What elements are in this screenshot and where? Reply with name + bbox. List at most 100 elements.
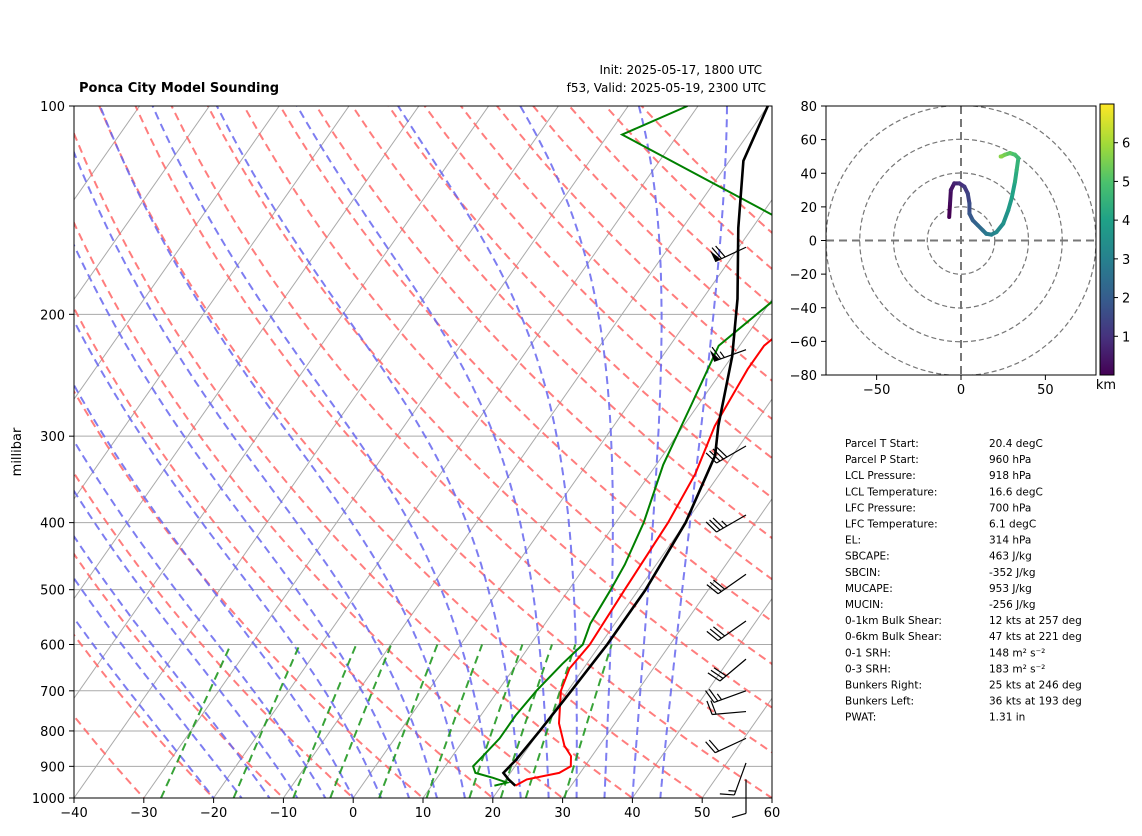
param-label: PWAT: (845, 712, 876, 724)
moist-adiabat (519, 106, 614, 798)
barb-full (705, 521, 717, 533)
dry-adiabat (74, 220, 565, 798)
hodograph-ring (926, 206, 996, 275)
barb-full (713, 579, 726, 590)
param-label: 0-1km Bulk Shear: (845, 615, 942, 627)
skewt-axis-ticks: −40 −30 −20 −10 0 10 20 30 40 50 60 100 200 300 400 500… (32, 100, 780, 821)
dry-adiabat (74, 552, 285, 798)
hodograph-axis-ticks: −50 0 50 80 60 40 20 0 −20 −40 −60 −80 (790, 100, 1054, 398)
x-tick-label: 10 (415, 806, 432, 821)
barb-shaft (712, 710, 747, 716)
skewt-profiles (471, 106, 772, 787)
colorbar-tick-label: 4 (1122, 214, 1130, 229)
dry-adiabat (74, 305, 495, 798)
y-tick-label: 900 (40, 760, 65, 775)
wind-barb (707, 658, 747, 682)
barb-shaft (716, 445, 747, 464)
barb-full (713, 667, 727, 677)
barb-full (706, 630, 719, 642)
hodo-y-tick-label: 80 (800, 100, 817, 115)
isotherm-line (74, 106, 350, 500)
moist-adiabat (74, 242, 411, 798)
param-value: 918 hPa (989, 470, 1031, 482)
dry-adiabat (74, 714, 146, 798)
barb-shaft (716, 514, 747, 533)
dry-adiabat (279, 106, 772, 623)
hodo-y-tick-label: 0 (809, 235, 817, 250)
barb-shaft (713, 690, 747, 704)
colorbar-tick-label: 5 (1122, 175, 1130, 190)
barb-full (709, 450, 721, 462)
dry-adiabat (460, 106, 772, 421)
barb-full (731, 812, 747, 818)
moist-adiabat (151, 106, 494, 798)
param-value: 183 m² s⁻² (989, 663, 1045, 675)
hodo-y-tick-label: −80 (790, 369, 817, 384)
param-value: 47 kts at 221 deg (989, 631, 1082, 643)
wind-barb (731, 779, 747, 818)
barb-shaft (714, 246, 747, 263)
x-tick-label: 60 (764, 806, 781, 821)
barb-full (711, 247, 722, 260)
wind-barb (706, 573, 747, 595)
x-tick-label: −10 (270, 806, 297, 821)
mixing-ratio-line (563, 644, 613, 798)
isotherm-line (561, 497, 772, 798)
barb-full (708, 739, 720, 752)
param-label: 0-3 SRH: (845, 663, 891, 675)
param-label: 0-6km Bulk Shear: (845, 631, 942, 643)
mixing-ratio-line (329, 644, 393, 798)
hodograph-segment (947, 201, 953, 219)
isotherm-line (74, 106, 211, 301)
param-value: 314 hPa (989, 535, 1031, 547)
wind-barb (709, 346, 747, 362)
barb-shaft (717, 620, 747, 642)
barb-full (705, 452, 717, 464)
dry-adiabat (423, 106, 772, 460)
barb-full (710, 669, 724, 679)
dry-adiabat (351, 106, 772, 540)
hodo-y-tick-label: −40 (790, 302, 817, 317)
init-time: Init: 2025-05-17, 1800 UTC (599, 63, 762, 77)
wind-barb (710, 245, 747, 263)
wind-barb (705, 688, 747, 704)
moist-adiabat (74, 383, 355, 798)
x-tick-label: −30 (130, 806, 157, 821)
dry-adiabat (74, 633, 215, 798)
param-value: -352 J/kg (989, 567, 1036, 579)
param-value: 960 hPa (989, 454, 1031, 466)
barb-full (710, 700, 717, 715)
param-label: MUCIN: (845, 599, 884, 611)
isotherm-line (422, 298, 772, 798)
barb-flag (710, 250, 721, 262)
barb-full (713, 626, 726, 637)
param-value: 16.6 degC (989, 486, 1043, 498)
moist-adiabat (99, 106, 466, 798)
barb-shaft (717, 573, 747, 595)
param-label: SBCAPE: (845, 551, 890, 563)
barb-full (709, 581, 722, 592)
wind-barb (705, 445, 747, 464)
dry-adiabat (98, 106, 704, 798)
y-tick-label: 800 (40, 725, 65, 740)
y-tick-label: 600 (40, 638, 65, 653)
param-value: 6.1 degC (989, 519, 1036, 531)
y-tick-label: 1000 (32, 792, 65, 807)
wind-barbs (705, 245, 747, 818)
param-value: -256 J/kg (989, 599, 1036, 611)
param-label: LFC Pressure: (845, 502, 916, 514)
colorbar-tick-label: 1 (1122, 330, 1130, 345)
hodo-x-tick-label: −50 (863, 383, 890, 398)
param-value: 25 kts at 246 deg (989, 680, 1082, 692)
barb-full (716, 446, 728, 458)
mixing-ratio-line (378, 644, 439, 798)
barb-full (712, 517, 724, 529)
colorbar-tick-label: 2 (1122, 292, 1130, 307)
mixing-ratio-line (425, 644, 484, 798)
barb-full (719, 793, 735, 796)
param-label: LFC Temperature: (845, 519, 938, 531)
barb-shaft (719, 658, 747, 682)
dry-adiabat (315, 106, 772, 581)
hodograph-segment (948, 188, 953, 206)
moist-adiabat (74, 318, 383, 798)
